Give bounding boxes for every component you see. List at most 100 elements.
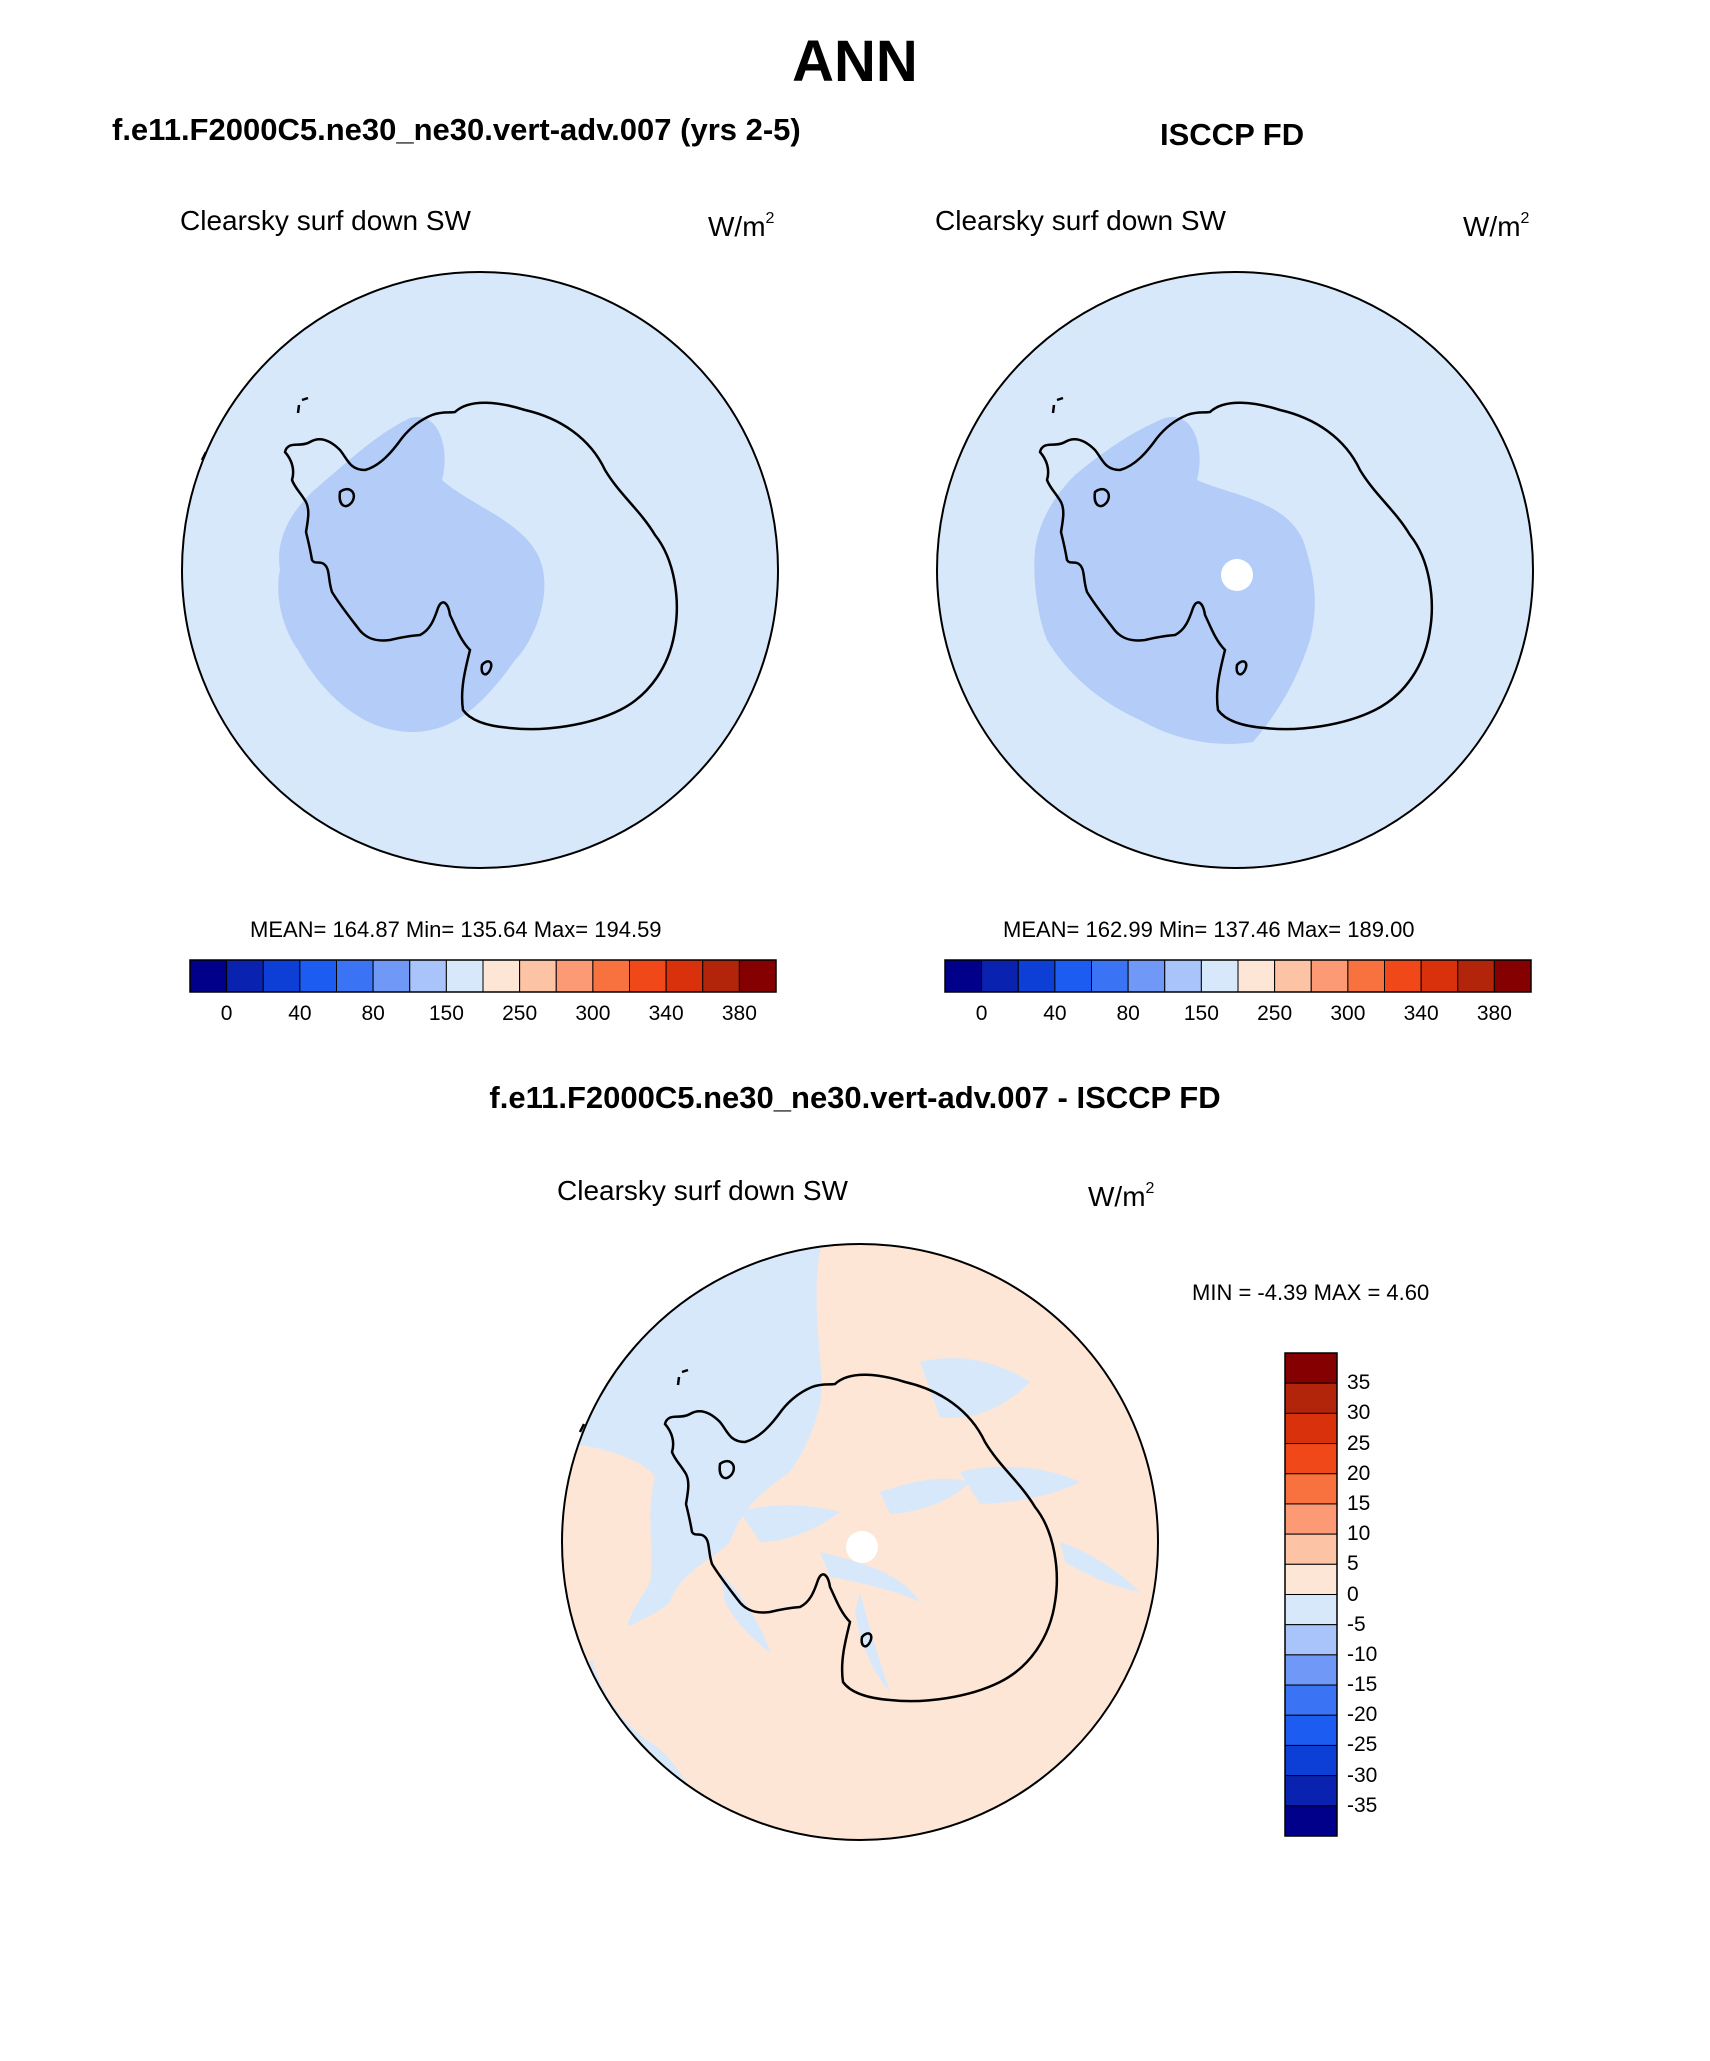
diff-colorbar-swatch	[1284, 1443, 1338, 1475]
panel1-colorbar	[189, 959, 777, 993]
panel2-colorbar-swatch	[1384, 959, 1422, 993]
diff-negative-patch-4	[920, 1358, 1030, 1418]
panel1-colorbar-tick-label: 300	[575, 1002, 611, 1025]
diff-colorbar-swatch	[1284, 1684, 1338, 1716]
panel2-colorbar-tick-label: 250	[1257, 1002, 1293, 1025]
diff-colorbar-swatch	[1284, 1473, 1338, 1505]
diff-colorbar-tick-label: 5	[1347, 1552, 1359, 1576]
panel2-colorbar-swatch	[1493, 959, 1532, 993]
diff-colorbar-swatch	[1284, 1624, 1338, 1656]
panel1-colorbar-tick-label: 380	[721, 1002, 757, 1025]
diff-colorbar-labels: 35 30 25 20 15 10 5 0 -5 -10 -15 -20 -25 -30 -35	[1347, 1353, 1427, 1836]
diff-variable-label: Clearsky surf down SW	[557, 1175, 848, 1206]
diff-colorbar-tick-label: -15	[1347, 1673, 1378, 1697]
diff-colorbar-swatch	[1284, 1503, 1338, 1535]
diff-case-title: f.e11.F2000C5.ne30_ne30.vert-adv.007 - I…	[489, 1080, 1221, 1115]
panel2-colorbar-tick-label: 300	[1330, 1002, 1366, 1025]
panel2-colorbar-tick-label: 80	[1116, 1002, 1140, 1025]
panel2-colorbar-swatch	[1127, 959, 1166, 993]
panel2-colorbar-swatch	[1457, 959, 1495, 993]
panel2-case-title: ISCCP FD	[1160, 117, 1305, 152]
panel2-coastline	[1038, 401, 1434, 731]
diff-colorbar-tick-label: 35	[1347, 1371, 1371, 1395]
diff-colorbar-swatch	[1284, 1352, 1338, 1384]
diff-colorbar-tick-label: -25	[1347, 1733, 1378, 1757]
diff-missing-pole	[846, 1531, 878, 1563]
diff-colorbar-tick-label: 30	[1347, 1401, 1371, 1425]
panel2-colorbar-swatch	[981, 959, 1019, 993]
diff-negative-patch-9	[700, 1372, 790, 1427]
panel2-units-label: W/m2	[1463, 210, 1530, 242]
panel2-colorbar-labels: 0 40 80 150 250 300 340 380	[945, 1002, 1531, 1032]
diff-negative-patch-1	[740, 1505, 840, 1542]
panel2-colorbar-swatch	[1347, 959, 1385, 993]
diff-negative-patch-3	[880, 1478, 970, 1514]
diff-units-label: W/m2	[1088, 1180, 1155, 1212]
diff-colorbar-swatch	[1284, 1714, 1338, 1746]
panel1-coastline	[283, 401, 679, 731]
diff-colorbar-swatch	[1284, 1412, 1338, 1445]
panel2-stats: MEAN= 162.99 Min= 137.46 Max= 189.00	[1003, 917, 1415, 942]
panel2-colorbar-swatch	[1237, 959, 1276, 993]
panel1-colorbar-tick-label: 340	[648, 1002, 684, 1025]
panel1-colorbar-swatch	[409, 959, 447, 993]
diff-colorbar-swatch	[1284, 1805, 1338, 1837]
panel1-colorbar-swatch	[555, 959, 594, 993]
panel1-units-label: W/m2	[708, 210, 775, 242]
diff-colorbar-swatch	[1284, 1382, 1338, 1414]
diff-colorbar-swatch	[1284, 1744, 1338, 1777]
panel2-colorbar	[944, 959, 1532, 993]
panel2-colorbar-swatch	[1017, 959, 1056, 993]
diff-colorbar-swatch	[1284, 1533, 1338, 1565]
diff-colorbar-tick-label: 0	[1347, 1582, 1359, 1606]
diff-colorbar-tick-label: -35	[1347, 1793, 1378, 1817]
panel2-colorbar-swatch	[1200, 959, 1239, 993]
panel1-stats: MEAN= 164.87 Min= 135.64 Max= 194.59	[250, 917, 662, 942]
diff-negative-patch-8	[1060, 1542, 1140, 1592]
panel1-colorbar-swatch	[702, 959, 740, 993]
panel1-case-title: f.e11.F2000C5.ne30_ne30.vert-adv.007 (yr…	[112, 112, 801, 147]
panel2-colorbar-tick-label: 380	[1476, 1002, 1512, 1025]
panel1-colorbar-tick-label: 0	[220, 1002, 233, 1025]
panel1-colorbar-tick-label: 150	[428, 1002, 464, 1025]
panel1-colorbar-swatch	[189, 959, 228, 993]
panel1-map	[181, 271, 779, 869]
panel1-colorbar-swatch	[262, 959, 301, 993]
diff-colorbar-tick-label: -20	[1347, 1703, 1378, 1727]
panel2-missing-pole	[1221, 559, 1253, 591]
panel1-colorbar-tick-label: 250	[502, 1002, 538, 1025]
panel2-colorbar-swatch	[1274, 959, 1312, 993]
panel1-colorbar-tick-label: 80	[361, 1002, 385, 1025]
panel1-variable-label: Clearsky surf down SW	[180, 205, 471, 236]
diff-colorbar-tick-label: 25	[1347, 1431, 1371, 1455]
panel2-colorbar-swatch	[1091, 959, 1129, 993]
diff-colorbar-swatch	[1284, 1594, 1338, 1626]
panel1-colorbar-swatch	[226, 959, 264, 993]
diff-stats: MIN = -4.39 MAX = 4.60	[1192, 1280, 1430, 1305]
panel2-colorbar-swatch	[1310, 959, 1349, 993]
diff-negative-patch-2	[820, 1552, 920, 1602]
panel1-colorbar-swatch	[592, 959, 630, 993]
panel1-colorbar-swatch	[445, 959, 484, 993]
panel2-colorbar-swatch	[1420, 959, 1459, 993]
diff-map	[561, 1243, 1159, 1841]
diff-colorbar-tick-label: 15	[1347, 1491, 1371, 1515]
diff-colorbar-swatch	[1284, 1654, 1338, 1686]
panel2-colorbar-swatch	[944, 959, 983, 993]
diff-positive-region-west	[562, 1442, 655, 1672]
panel1-colorbar-swatch	[299, 959, 337, 993]
diff-colorbar-tick-label: 10	[1347, 1522, 1371, 1546]
panel2-colorbar-swatch	[1164, 959, 1202, 993]
diff-colorbar-tick-label: -30	[1347, 1763, 1378, 1787]
panel2-colorbar-tick-label: 150	[1183, 1002, 1219, 1025]
panel2-variable-label: Clearsky surf down SW	[935, 205, 1226, 236]
panel1-colorbar-swatch	[519, 959, 557, 993]
panel2-colorbar-tick-label: 340	[1403, 1002, 1439, 1025]
diff-colorbar-swatch	[1284, 1563, 1338, 1595]
panel1-low-region	[278, 416, 545, 732]
diff-colorbar-swatch	[1284, 1775, 1338, 1807]
panel2-colorbar-swatch	[1054, 959, 1092, 993]
diff-negative-patch-7	[855, 1592, 890, 1692]
panel1-colorbar-labels: 0 40 80 150 250 300 340 380	[190, 1002, 776, 1032]
diff-colorbar-tick-label: -10	[1347, 1642, 1378, 1666]
